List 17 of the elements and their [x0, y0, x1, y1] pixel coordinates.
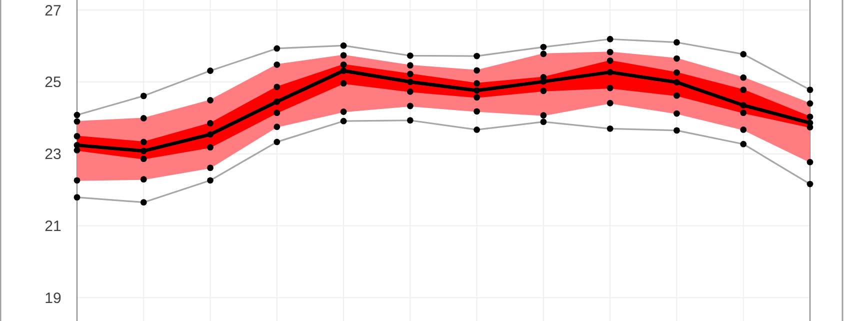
point: [274, 98, 280, 105]
y-tick-label: 19: [44, 290, 62, 307]
point: [406, 78, 414, 86]
point: [74, 142, 80, 148]
y-tick-label: 25: [44, 74, 62, 92]
point: [207, 131, 214, 138]
y-tick-label: 21: [44, 218, 62, 235]
point: [340, 68, 347, 74]
y-tick-label: 23: [44, 146, 62, 164]
point: [806, 120, 814, 126]
point: [540, 78, 547, 85]
point: [740, 102, 747, 108]
point: [474, 87, 480, 94]
point: [606, 69, 614, 76]
point: [140, 148, 147, 154]
point: [674, 79, 680, 86]
y-tick-label: 27: [44, 2, 62, 20]
